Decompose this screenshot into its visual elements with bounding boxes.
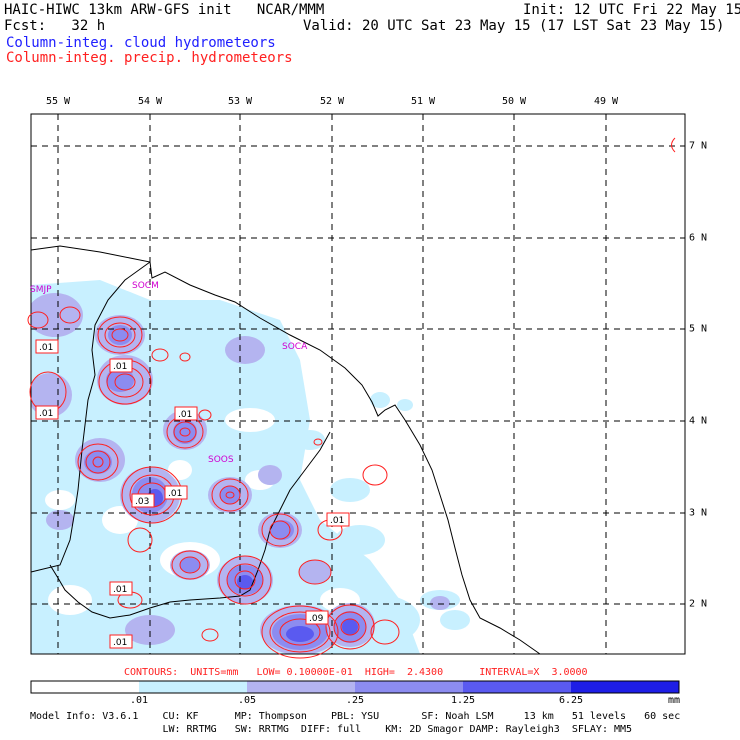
contour-label: .01 bbox=[326, 512, 350, 527]
contour-label: .01 bbox=[35, 405, 59, 420]
colorbar-label: 1.25 bbox=[450, 695, 476, 706]
lat-label: 7 N bbox=[689, 140, 708, 152]
init-time: Init: 12 UTC Fri 22 May 15 bbox=[523, 2, 740, 18]
precip-contours bbox=[27, 137, 676, 659]
lon-label: 52 W bbox=[319, 96, 345, 107]
colorbar-label: 6.25 bbox=[558, 695, 584, 706]
svg-text:.01: .01 bbox=[113, 362, 127, 372]
station-label: SOCM bbox=[132, 281, 159, 291]
hydrometeor-shading bbox=[31, 280, 470, 654]
contour-label-boxes: .01 .01 .01 .01 .01 .03 .01 .01 .01 .09 bbox=[35, 339, 350, 649]
lon-label: 51 W bbox=[410, 96, 436, 107]
contour-label: .09 bbox=[305, 610, 329, 625]
lon-label: 54 W bbox=[137, 96, 163, 107]
contour-info: CONTOURS: UNITS=mm LOW= 0.10000E-01 HIGH… bbox=[124, 667, 588, 678]
colorbar-label: .25 bbox=[345, 695, 365, 706]
graticule bbox=[31, 114, 685, 654]
lon-label: 53 W bbox=[227, 96, 253, 107]
contour-label: .03 bbox=[131, 493, 155, 508]
lon-label: 55 W bbox=[45, 96, 71, 107]
colorbar bbox=[30, 680, 680, 694]
lat-label: 4 N bbox=[689, 415, 708, 427]
colorbar-label: .01 bbox=[129, 695, 149, 706]
model-info-line1: Model Info: V3.6.1 CU: KF MP: Thompson P… bbox=[30, 711, 681, 722]
station-markers: SMJP SOCM SOCA SOOS bbox=[30, 281, 308, 465]
svg-text:.01: .01 bbox=[113, 638, 127, 648]
lon-label: 50 W bbox=[501, 96, 527, 107]
contour-label: .01 bbox=[109, 358, 133, 373]
lon-label: 49 W bbox=[593, 96, 619, 107]
svg-text:.01: .01 bbox=[330, 516, 344, 526]
colorbar-units: mm bbox=[668, 695, 681, 706]
svg-text:.03: .03 bbox=[135, 497, 149, 507]
colorbar-label: .05 bbox=[237, 695, 257, 706]
lat-label: 5 N bbox=[689, 323, 708, 335]
contour-label: .01 bbox=[174, 406, 198, 421]
forecast-hour: Fcst: 32 h bbox=[4, 18, 106, 34]
svg-text:.01: .01 bbox=[39, 343, 53, 353]
lat-label: 2 N bbox=[689, 598, 708, 610]
lat-label: 3 N bbox=[689, 507, 708, 519]
station-label: SMJP bbox=[30, 285, 52, 295]
field-precip-label: Column-integ. precip. hydrometeors bbox=[6, 50, 293, 66]
contour-label: .01 bbox=[35, 339, 59, 354]
svg-text:.09: .09 bbox=[309, 614, 324, 624]
valid-time: Valid: 20 UTC Sat 23 May 15 (17 LST Sat … bbox=[303, 18, 725, 34]
coastline bbox=[30, 245, 541, 655]
contour-label: .01 bbox=[109, 634, 133, 649]
station-label: SOOS bbox=[208, 455, 234, 465]
contour-label: .01 bbox=[109, 581, 133, 596]
svg-text:.01: .01 bbox=[168, 489, 182, 499]
station-label: SOCA bbox=[282, 342, 308, 352]
svg-text:.01: .01 bbox=[178, 410, 192, 420]
contour-label: .01 bbox=[164, 485, 188, 500]
model-info-line2: LW: RRTMG SW: RRTMG DIFF: full KM: 2D Sm… bbox=[30, 724, 633, 735]
svg-text:.01: .01 bbox=[113, 585, 127, 595]
svg-text:.01: .01 bbox=[39, 409, 53, 419]
plot-title: HAIC-HIWC 13km ARW-GFS init NCAR/MMM bbox=[4, 2, 325, 18]
lat-label: 6 N bbox=[689, 232, 708, 244]
field-cloud-label: Column-integ. cloud hydrometeors bbox=[6, 35, 276, 51]
